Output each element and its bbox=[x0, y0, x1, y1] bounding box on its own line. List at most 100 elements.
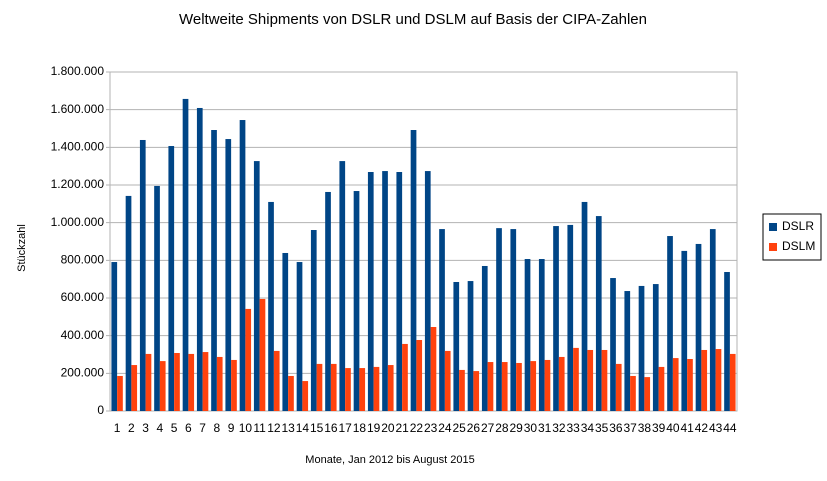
bar bbox=[558, 356, 565, 411]
bar bbox=[496, 228, 502, 411]
bar bbox=[339, 161, 346, 411]
bar bbox=[402, 343, 408, 411]
x-tick-label: 19 bbox=[367, 421, 381, 435]
bar bbox=[439, 229, 445, 411]
bar bbox=[510, 229, 517, 411]
bar bbox=[624, 291, 631, 411]
legend-box bbox=[762, 213, 822, 261]
bar bbox=[225, 139, 232, 411]
bar bbox=[188, 353, 195, 411]
bar bbox=[159, 361, 166, 411]
y-tick-label: 1.200.000 bbox=[51, 177, 105, 191]
bar bbox=[302, 381, 309, 411]
bar bbox=[288, 375, 294, 411]
bar bbox=[601, 349, 608, 411]
bar bbox=[410, 130, 417, 412]
x-tick-label: 8 bbox=[214, 421, 221, 435]
bar bbox=[573, 347, 579, 411]
x-tick-label: 36 bbox=[609, 421, 623, 435]
bar bbox=[615, 363, 622, 411]
x-tick-label: 33 bbox=[566, 421, 580, 435]
x-tick-label: 29 bbox=[509, 421, 523, 435]
bar bbox=[382, 171, 388, 411]
bar bbox=[652, 284, 659, 411]
x-tick-label: 2 bbox=[128, 421, 135, 435]
legend-label: DSLR bbox=[782, 219, 814, 233]
x-tick-label: 34 bbox=[581, 421, 595, 435]
bar bbox=[530, 361, 537, 411]
y-axis-label: Stückzahl bbox=[16, 224, 28, 272]
bar bbox=[430, 327, 437, 411]
bar bbox=[416, 339, 423, 411]
bar bbox=[196, 107, 203, 411]
bar bbox=[131, 365, 138, 411]
y-tick-label: 1.400.000 bbox=[51, 140, 105, 154]
x-tick-label: 12 bbox=[267, 421, 281, 435]
bar bbox=[259, 298, 266, 411]
x-tick-label: 24 bbox=[438, 421, 452, 435]
y-tick-label: 800.000 bbox=[61, 253, 105, 267]
bar bbox=[353, 191, 360, 411]
bar bbox=[658, 366, 665, 411]
bar bbox=[467, 281, 474, 411]
bar bbox=[174, 352, 180, 411]
x-tick-label: 22 bbox=[410, 421, 424, 435]
x-tick-label: 9 bbox=[228, 421, 235, 435]
bar bbox=[501, 362, 508, 411]
bar bbox=[724, 272, 730, 411]
bar bbox=[610, 278, 616, 411]
bar bbox=[345, 368, 351, 411]
x-tick-label: 38 bbox=[638, 421, 652, 435]
bar bbox=[316, 363, 323, 411]
bar bbox=[268, 201, 274, 411]
x-axis-label: Monate, Jan 2012 bis August 2015 bbox=[305, 454, 474, 466]
x-tick-label: 42 bbox=[695, 421, 709, 435]
bar bbox=[715, 349, 722, 411]
x-tick-label: 7 bbox=[199, 421, 206, 435]
bar bbox=[211, 130, 217, 412]
bar bbox=[553, 226, 559, 411]
bar bbox=[630, 375, 636, 411]
bar bbox=[253, 161, 260, 411]
x-tick-label: 37 bbox=[623, 421, 637, 435]
bar bbox=[396, 172, 403, 411]
bar bbox=[459, 369, 465, 411]
x-tick-label: 10 bbox=[239, 421, 253, 435]
bar bbox=[538, 259, 545, 411]
chart-title: Weltweite Shipments von DSLR und DSLM au… bbox=[179, 11, 647, 28]
y-tick-label: 600.000 bbox=[61, 290, 105, 304]
bar bbox=[587, 349, 594, 411]
legend-swatch bbox=[769, 243, 777, 251]
bar bbox=[487, 362, 494, 411]
y-tick-label: 1.800.000 bbox=[51, 64, 105, 78]
y-tick-label: 200.000 bbox=[61, 366, 105, 380]
bar bbox=[245, 308, 252, 411]
x-tick-label: 15 bbox=[310, 421, 324, 435]
bar bbox=[373, 366, 380, 411]
x-tick-label: 21 bbox=[395, 421, 409, 435]
bar bbox=[444, 350, 451, 411]
x-tick-label: 17 bbox=[338, 421, 352, 435]
bar bbox=[117, 375, 123, 411]
x-tick-label: 3 bbox=[142, 421, 149, 435]
x-tick-label: 6 bbox=[185, 421, 192, 435]
legend-swatch bbox=[769, 223, 777, 231]
bar bbox=[695, 243, 702, 411]
legend-label: DSLM bbox=[782, 239, 815, 253]
x-tick-label: 25 bbox=[452, 421, 466, 435]
bar bbox=[481, 265, 488, 411]
bar bbox=[310, 230, 317, 411]
x-tick-label: 13 bbox=[281, 421, 295, 435]
x-tick-label: 41 bbox=[680, 421, 694, 435]
bar bbox=[125, 195, 132, 411]
bar bbox=[296, 262, 303, 411]
x-tick-label: 1 bbox=[114, 421, 121, 435]
bar bbox=[168, 146, 175, 411]
x-tick-label: 16 bbox=[324, 421, 338, 435]
x-tick-label: 35 bbox=[595, 421, 609, 435]
bar bbox=[687, 359, 693, 411]
bar bbox=[516, 362, 522, 411]
y-tick-label: 400.000 bbox=[61, 328, 105, 342]
x-tick-label: 44 bbox=[723, 421, 737, 435]
bar bbox=[701, 349, 708, 411]
